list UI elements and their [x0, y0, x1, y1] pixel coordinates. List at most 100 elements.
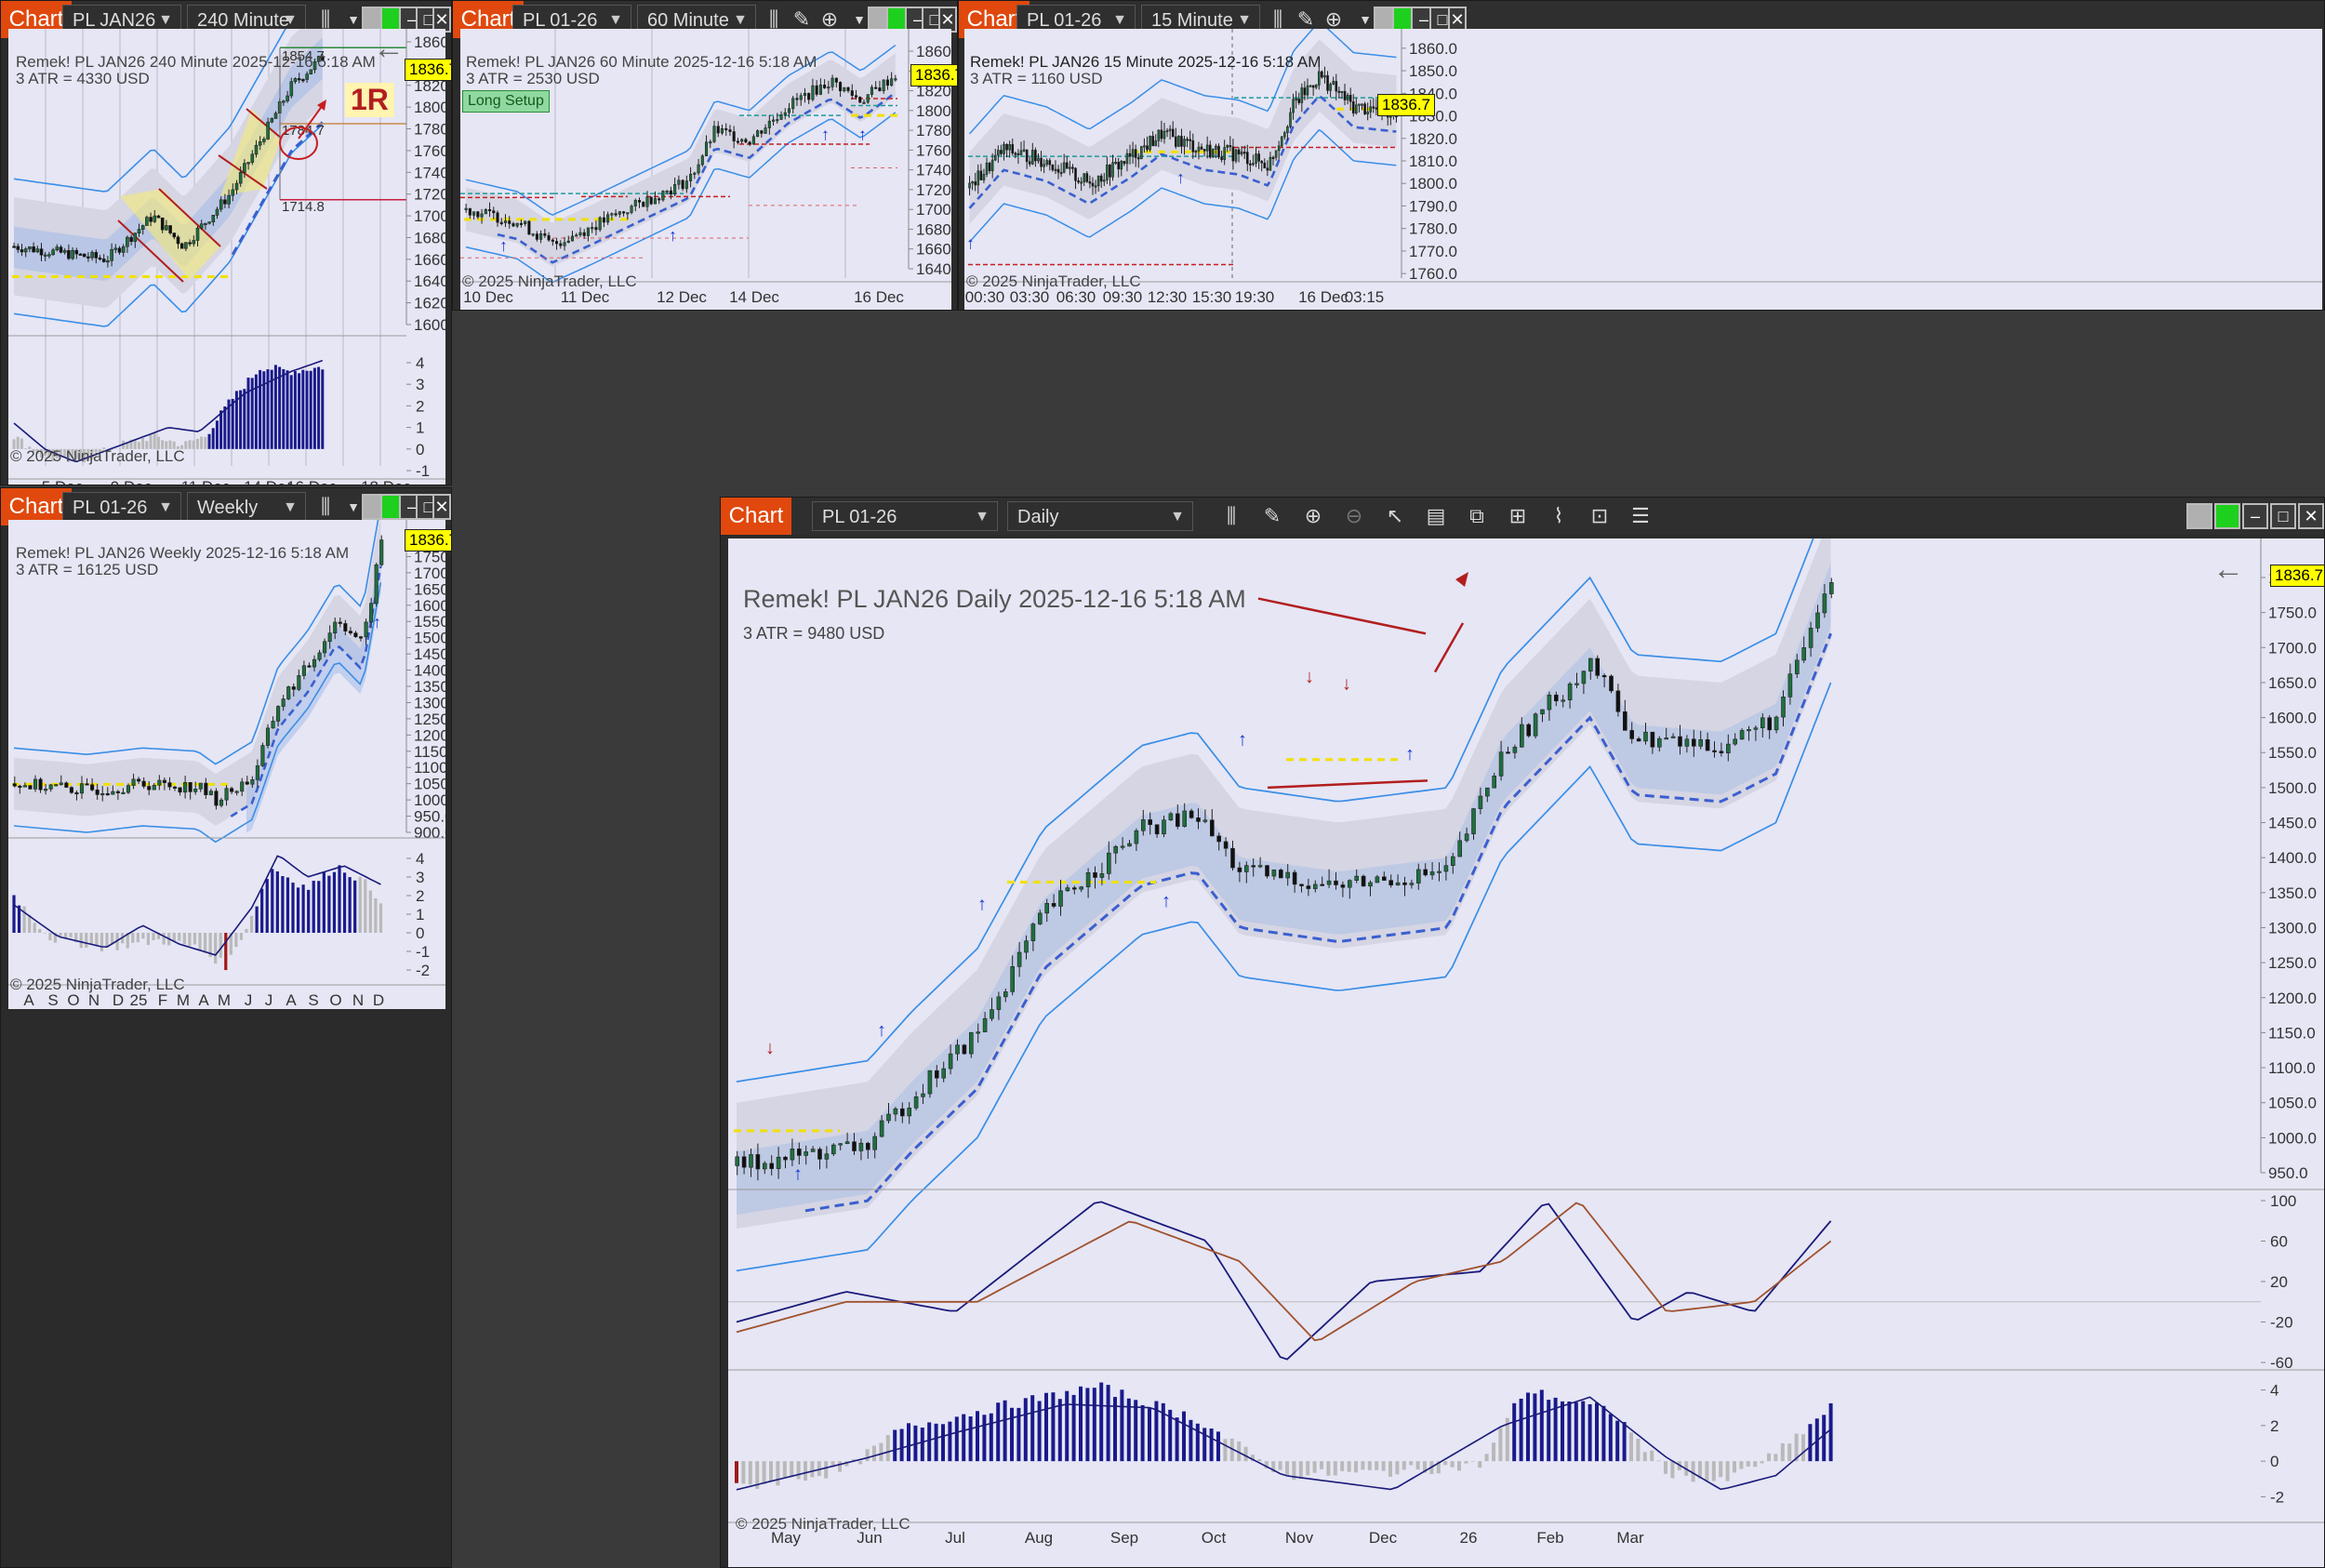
- candle: [1162, 819, 1166, 835]
- link-color-button[interactable]: [2186, 503, 2212, 529]
- link-status-button[interactable]: [2214, 503, 2240, 529]
- candle: [790, 1149, 795, 1161]
- drawing-tool-icon[interactable]: ✎: [1263, 504, 1282, 527]
- candle: [64, 782, 69, 788]
- drawing-tool-icon[interactable]: ✎: [1296, 7, 1315, 31]
- interval-selector[interactable]: Daily ▼: [1007, 501, 1193, 531]
- candle: [649, 196, 653, 205]
- long-signal-icon: ↑: [977, 895, 987, 915]
- candle: [1622, 711, 1628, 731]
- candle: [133, 233, 138, 243]
- histogram-bar: [1381, 1461, 1386, 1471]
- candle: [1815, 612, 1820, 629]
- annotation-high: 1854.7: [282, 48, 325, 64]
- chevron-down-icon[interactable]: ▼: [853, 12, 866, 27]
- drawing-tool-icon[interactable]: ✎: [792, 7, 811, 31]
- chart-plot-area[interactable]: ↑↑↑↑↑↑↓↓↓1800.01750.01700.01650.01600.01…: [728, 538, 2324, 1567]
- histogram-bar: [885, 1435, 890, 1462]
- histogram-bar: [1746, 1461, 1750, 1467]
- instrument-selector[interactable]: PL 01-26 ▼: [812, 501, 998, 531]
- instrument-selector[interactable]: PL 01-26 ▼: [62, 492, 181, 522]
- list-icon[interactable]: ☰: [1631, 504, 1650, 527]
- bar-type-icon[interactable]: ⫼: [1272, 7, 1283, 31]
- lower-band-line: [968, 128, 1397, 243]
- back-arrow-icon[interactable]: ←: [373, 31, 405, 66]
- candle: [1781, 697, 1786, 718]
- candle: [33, 778, 38, 790]
- y-tick-label: 1250.0: [2268, 954, 2317, 972]
- candle: [1109, 164, 1111, 178]
- histogram-bar: [307, 889, 311, 933]
- interval-label: 15 Minute: [1151, 10, 1233, 31]
- candle: [582, 232, 586, 236]
- bar-type-icon[interactable]: ⫼: [768, 7, 779, 31]
- chevron-down-icon[interactable]: ▼: [347, 499, 360, 514]
- pointer-icon[interactable]: ↖: [1386, 504, 1404, 527]
- x-tick-label: M: [218, 991, 231, 1009]
- bar-type-icon[interactable]: ⫼: [320, 7, 331, 31]
- x-tick-label: Aug: [1025, 1529, 1053, 1547]
- y-tick-label: 1740.0: [916, 162, 951, 179]
- minimize-button[interactable]: ‒: [2242, 503, 2268, 529]
- chart-plot-area[interactable]: ↑↑1860.01850.01840.01830.01820.01810.018…: [964, 29, 2322, 310]
- long-signal-icon: ↑: [793, 1164, 803, 1185]
- scale-icon[interactable]: ⊞: [1508, 504, 1527, 527]
- candle: [101, 259, 106, 262]
- histogram-bar: [1787, 1443, 1792, 1462]
- candle: [286, 95, 289, 101]
- histogram-bar: [735, 1461, 738, 1483]
- chevron-down-icon[interactable]: ▼: [347, 12, 360, 27]
- back-arrow-icon[interactable]: ←: [2212, 551, 2244, 587]
- y-tick-label: 1450.0: [2268, 815, 2317, 832]
- data-box-icon[interactable]: ▤: [1426, 504, 1446, 527]
- interval-selector[interactable]: Weekly ▼: [187, 492, 306, 522]
- properties-icon[interactable]: ⧉: [1469, 504, 1484, 527]
- indicators-icon[interactable]: ⌇: [1553, 504, 1564, 527]
- close-button[interactable]: ✕: [2298, 503, 2324, 529]
- candle: [281, 698, 286, 707]
- maximize-button[interactable]: □: [2270, 503, 2296, 529]
- histogram-bar: [1113, 1397, 1117, 1462]
- candle: [100, 792, 105, 796]
- chevron-down-icon[interactable]: ▼: [1359, 12, 1372, 27]
- candle: [1080, 181, 1083, 184]
- candle: [1175, 136, 1177, 147]
- histogram-bar: [250, 378, 254, 449]
- bar-type-icon[interactable]: ⫼: [320, 495, 331, 518]
- histogram-bar: [327, 875, 331, 933]
- candle: [22, 785, 27, 788]
- bar-type-icon[interactable]: ⫼: [1226, 504, 1237, 527]
- histogram-bar: [1553, 1397, 1558, 1462]
- chart-plot-area[interactable]: ↑↑↑↑1860.01840.01820.01800.01780.01760.0…: [460, 29, 957, 310]
- candle: [1283, 132, 1286, 138]
- histogram-bar: [954, 1416, 959, 1462]
- y-tick-label: 1680.0: [414, 229, 445, 246]
- chart-plot-area[interactable]: 1854.71784.71714.81860.01840.01820.01800…: [8, 29, 451, 485]
- histogram-bar: [298, 373, 301, 449]
- histogram-bar: [260, 888, 264, 933]
- zoom-in-icon[interactable]: ⊕: [1304, 504, 1322, 527]
- histogram-bar: [1484, 1454, 1489, 1462]
- y-tick-label: 1750.0: [2268, 605, 2317, 622]
- zoom-in-icon[interactable]: ⊕: [1324, 7, 1343, 31]
- candle: [1492, 776, 1497, 789]
- candle: [1271, 156, 1275, 159]
- close-button[interactable]: ✕: [1448, 7, 1467, 33]
- chart-tab[interactable]: Chart: [721, 498, 791, 535]
- strategies-icon[interactable]: ⊡: [1590, 504, 1609, 527]
- zoom-in-icon[interactable]: ⊕: [820, 7, 839, 31]
- chart-tab[interactable]: Chart: [1, 488, 72, 525]
- candle: [1182, 810, 1188, 827]
- histogram-bar: [214, 933, 218, 964]
- zoom-out-icon[interactable]: ⊖: [1345, 504, 1363, 527]
- y-tick-label: 1700.0: [414, 207, 445, 225]
- x-tick-label: 09:30: [1103, 288, 1143, 306]
- candle: [1369, 106, 1373, 113]
- candle: [1705, 738, 1710, 751]
- histogram-bar: [17, 905, 21, 933]
- close-button[interactable]: ✕: [432, 494, 451, 520]
- histogram-bar: [286, 370, 289, 449]
- candle: [1128, 153, 1132, 157]
- close-button[interactable]: ✕: [938, 7, 957, 33]
- chart-plot-area[interactable]: ↑1800.01750.01700.01650.01600.01550.0150…: [8, 520, 451, 1009]
